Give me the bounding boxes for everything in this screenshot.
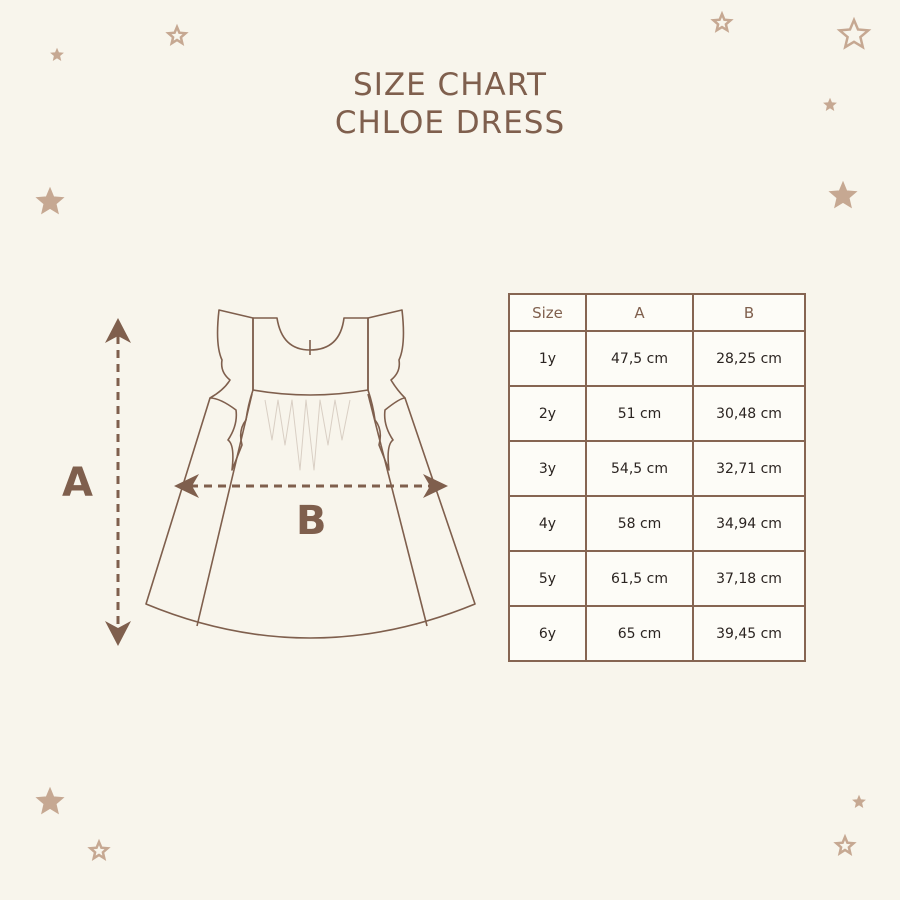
dress-illustration xyxy=(145,309,476,639)
cell-a: 54,5 cm xyxy=(585,440,694,497)
table-row: 1y 47,5 cm 28,25 cm xyxy=(508,330,806,387)
measure-b-arrow xyxy=(174,474,448,498)
title-line-2: CHLOE DRESS xyxy=(334,105,566,141)
star-icon xyxy=(828,180,858,209)
cell-size: 2y xyxy=(508,385,587,442)
cell-a: 47,5 cm xyxy=(585,330,694,387)
table-row: 5y 61,5 cm 37,18 cm xyxy=(508,550,806,607)
cell-size: 3y xyxy=(508,440,587,497)
star-icon xyxy=(35,186,65,215)
star-icon xyxy=(710,10,734,33)
table-row: 6y 65 cm 39,45 cm xyxy=(508,605,806,662)
measure-a-arrow xyxy=(105,318,131,646)
table-row: 4y 58 cm 34,94 cm xyxy=(508,495,806,552)
cell-size: 4y xyxy=(508,495,587,552)
header-size: Size xyxy=(508,293,587,332)
header-a: A xyxy=(585,293,694,332)
star-icon xyxy=(87,838,111,861)
cell-a: 51 cm xyxy=(585,385,694,442)
star-icon xyxy=(852,794,866,808)
cell-size: 6y xyxy=(508,605,587,662)
cell-b: 30,48 cm xyxy=(692,385,806,442)
title-line-1: SIZE CHART xyxy=(353,67,547,103)
star-icon xyxy=(823,97,837,111)
cell-b: 32,71 cm xyxy=(692,440,806,497)
label-a: A xyxy=(62,460,93,506)
table-row: 2y 51 cm 30,48 cm xyxy=(508,385,806,442)
star-icon xyxy=(35,786,65,815)
label-b: B xyxy=(296,498,327,544)
cell-b: 28,25 cm xyxy=(692,330,806,387)
star-icon xyxy=(836,16,872,50)
cell-b: 37,18 cm xyxy=(692,550,806,607)
star-icon xyxy=(50,47,64,61)
header-b: B xyxy=(692,293,806,332)
cell-b: 34,94 cm xyxy=(692,495,806,552)
cell-a: 61,5 cm xyxy=(585,550,694,607)
size-table: Size A B 1y 47,5 cm 28,25 cm 2y 51 cm 30,48 c… xyxy=(508,293,806,662)
cell-a: 58 cm xyxy=(585,495,694,552)
star-icon xyxy=(165,23,189,46)
cell-size: 1y xyxy=(508,330,587,387)
cell-b: 39,45 cm xyxy=(692,605,806,662)
table-header-row: Size A B xyxy=(508,293,806,332)
table-row: 3y 54,5 cm 32,71 cm xyxy=(508,440,806,497)
star-icon xyxy=(833,833,857,856)
cell-size: 5y xyxy=(508,550,587,607)
cell-a: 65 cm xyxy=(585,605,694,662)
